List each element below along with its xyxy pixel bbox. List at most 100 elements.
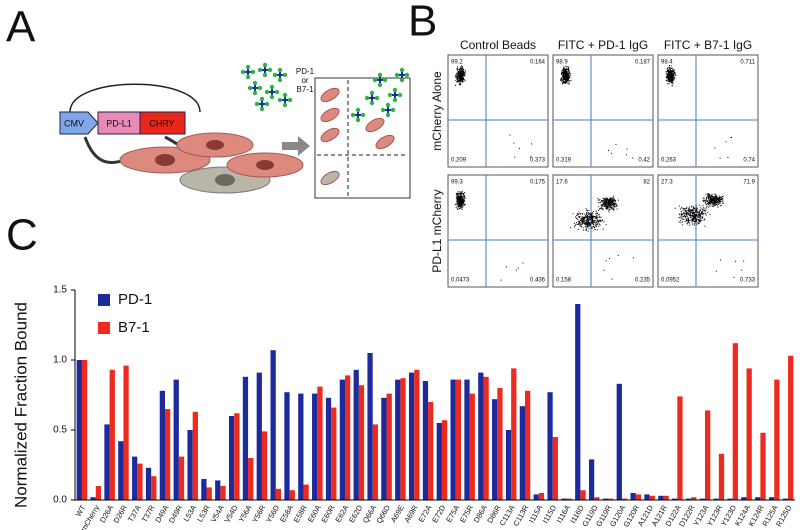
event-dot bbox=[694, 216, 696, 218]
event-dot bbox=[458, 193, 460, 195]
event-dot bbox=[589, 223, 591, 225]
event-dot bbox=[671, 85, 673, 87]
event-dot bbox=[457, 194, 459, 196]
event-dot bbox=[585, 228, 587, 230]
event-dot bbox=[455, 207, 457, 209]
event-dot bbox=[703, 212, 705, 214]
event-dot bbox=[717, 201, 719, 203]
event-dot bbox=[460, 72, 462, 74]
event-dot bbox=[578, 217, 580, 219]
event-dot bbox=[587, 212, 589, 214]
bar bbox=[298, 393, 304, 500]
event-dot bbox=[589, 218, 591, 220]
event-dot bbox=[610, 199, 612, 201]
event-dot bbox=[588, 220, 590, 222]
protein bbox=[399, 77, 405, 83]
event-dot bbox=[692, 223, 694, 225]
row-label: mCherry Alone bbox=[430, 71, 444, 151]
event-dot bbox=[464, 73, 466, 75]
bar bbox=[469, 393, 475, 500]
event-dot bbox=[682, 213, 684, 215]
event-dot bbox=[708, 202, 710, 204]
event-dot bbox=[567, 68, 569, 70]
event-dot bbox=[457, 195, 459, 197]
event-dot bbox=[617, 254, 619, 256]
event-dot bbox=[672, 69, 674, 71]
event-dot bbox=[692, 213, 694, 215]
event-dot bbox=[565, 72, 567, 74]
event-dot bbox=[579, 225, 581, 227]
event-dot bbox=[721, 197, 723, 199]
protein bbox=[387, 92, 393, 98]
event-dot bbox=[681, 216, 683, 218]
event-dot bbox=[602, 209, 604, 211]
event-dot bbox=[565, 69, 567, 71]
event-dot bbox=[456, 78, 458, 80]
event-dot bbox=[592, 219, 594, 221]
bar bbox=[788, 355, 794, 500]
flow-plot bbox=[552, 174, 654, 288]
event-dot bbox=[703, 197, 705, 199]
protein bbox=[269, 84, 275, 90]
event-dot bbox=[672, 74, 674, 76]
event-dot bbox=[706, 205, 708, 207]
event-dot bbox=[463, 197, 465, 199]
quadrant-value: 0.74 bbox=[743, 158, 755, 164]
event-dot bbox=[464, 195, 466, 197]
event-dot bbox=[587, 225, 589, 227]
event-dot bbox=[458, 83, 460, 85]
bar bbox=[561, 498, 567, 500]
event-dot bbox=[582, 220, 584, 222]
quadrant-value: 99.2 bbox=[451, 60, 463, 66]
bar bbox=[741, 497, 747, 500]
event-dot bbox=[596, 215, 598, 217]
event-dot bbox=[598, 216, 600, 218]
event-dot bbox=[709, 199, 711, 201]
event-dot bbox=[463, 193, 465, 195]
event-dot bbox=[613, 209, 615, 211]
event-dot bbox=[592, 220, 594, 222]
event-dot bbox=[709, 194, 711, 196]
event-dot bbox=[718, 197, 720, 199]
event-dot bbox=[457, 200, 459, 202]
protein bbox=[369, 100, 375, 106]
event-dot bbox=[705, 193, 707, 195]
event-dot bbox=[721, 198, 723, 200]
event-dot bbox=[691, 221, 693, 223]
event-dot bbox=[699, 218, 701, 220]
event-dot bbox=[564, 68, 566, 70]
event-dot bbox=[462, 71, 464, 73]
event-dot bbox=[605, 201, 607, 203]
bar bbox=[339, 379, 345, 500]
event-dot bbox=[562, 81, 564, 83]
event-dot bbox=[712, 200, 714, 202]
event-dot bbox=[462, 198, 464, 200]
event-dot bbox=[715, 197, 717, 199]
event-dot bbox=[695, 218, 697, 220]
bar bbox=[705, 410, 711, 500]
event-dot bbox=[673, 73, 675, 75]
event-dot bbox=[464, 192, 466, 194]
event-dot bbox=[698, 219, 700, 221]
event-dot bbox=[695, 222, 697, 224]
event-dot bbox=[692, 212, 694, 214]
event-dot bbox=[667, 69, 669, 71]
event-dot bbox=[582, 222, 584, 224]
event-dot bbox=[601, 199, 603, 201]
event-dot bbox=[682, 208, 684, 210]
protein bbox=[369, 90, 375, 96]
flow-plot bbox=[552, 54, 654, 168]
event-dot bbox=[460, 205, 462, 207]
panel-label: B bbox=[408, 0, 437, 46]
event-dot bbox=[599, 216, 601, 218]
event-dot bbox=[714, 200, 716, 202]
event-dot bbox=[513, 142, 515, 144]
event-dot bbox=[669, 75, 671, 77]
event-dot bbox=[699, 216, 701, 218]
event-dot bbox=[460, 72, 462, 74]
event-dot bbox=[456, 202, 458, 204]
event-dot bbox=[587, 222, 589, 224]
event-dot bbox=[673, 72, 675, 74]
event-dot bbox=[577, 228, 579, 230]
event-dot bbox=[459, 205, 461, 207]
